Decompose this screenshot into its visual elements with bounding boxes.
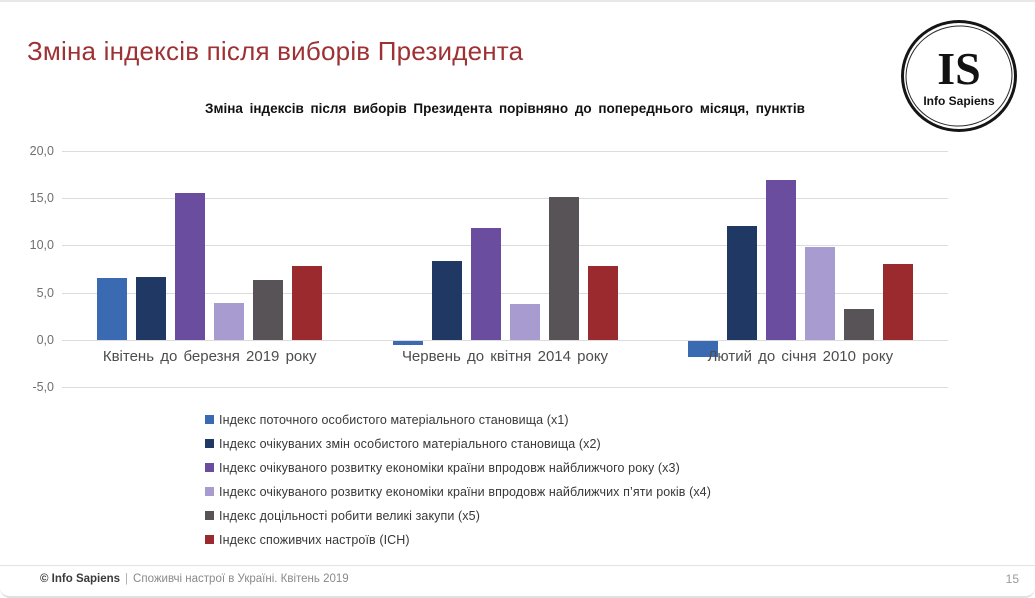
category-label: Лютий до січня 2010 року [707,347,894,365]
legend-swatch-icon [205,463,214,472]
y-axis-tick-label: 0,0 [36,332,54,347]
bar-series5-group1 [253,280,284,340]
gridline [62,339,948,341]
chart-legend: Індекс поточного особистого матеріальног… [205,408,711,552]
y-axis-tick-label: 15,0 [29,191,54,206]
bar-chart: Квітень до березня 2019 року Червень до к… [0,144,1035,411]
bar-series2-group3 [726,225,757,340]
legend-item: Індекс очікуваного розвитку економіки кр… [205,456,711,480]
legend-label: Індекс очікуваних змін особистого матері… [219,437,601,451]
gridline [62,151,948,152]
bar-series3-group1 [175,193,206,340]
bar-series6-group2 [587,266,618,340]
bar-series4-group1 [214,302,245,340]
legend-swatch-icon [205,439,214,448]
legend-swatch-icon [205,487,214,496]
footer-text: Споживчі настрої в Україні. Квітень 2019 [133,573,349,585]
legend-label: Індекс очікуваного розвитку економіки кр… [219,485,711,499]
legend-swatch-icon [205,535,214,544]
y-axis-tick-label: 10,0 [29,238,54,253]
bar-series2-group1 [136,276,167,340]
bar-series5-group3 [843,308,874,340]
category-label: Червень до квітня 2014 року [401,347,609,365]
bar-series2-group2 [431,261,462,340]
footer: © Info Sapiens | Споживчі настрої в Укра… [40,572,1019,586]
footer-divider [0,565,1035,566]
gridline [62,292,948,294]
legend-label: Індекс очікуваного розвитку економіки кр… [219,461,680,475]
bar-group [392,151,618,387]
legend-swatch-icon [205,511,214,520]
legend-item: Індекс доцільності робити великі закупи … [205,504,711,528]
bar-series1-group1 [97,278,128,340]
legend-item: Індекс споживчих настроїв (ІСН) [205,528,711,552]
logo-circle-icon: IS Info Sapiens [901,20,1017,132]
bar-series6-group1 [292,266,323,340]
legend-label: Індекс поточного особистого матеріальног… [219,413,569,427]
info-sapiens-logo: IS Info Sapiens [897,16,1021,136]
footer-separator: | [125,573,129,585]
y-axis-tick-label: 20,0 [29,144,54,158]
chart-title: Зміна індексів після виборів Президента … [205,101,805,116]
legend-label: Індекс споживчих настроїв (ІСН) [219,533,410,547]
bar-series6-group3 [882,264,913,340]
bar-series5-group2 [548,197,579,340]
legend-label: Індекс доцільності робити великі закупи … [219,509,480,523]
bar-series1-group3 [687,340,718,357]
category-label: Квітень до березня 2019 року [102,347,317,365]
bar-series3-group3 [765,180,796,340]
legend-item: Індекс очікуваного розвитку економіки кр… [205,480,711,504]
logo-initials: IS [937,43,981,94]
y-axis-tick-label: 5,0 [36,285,54,300]
legend-item: Індекс поточного особистого матеріальног… [205,408,711,432]
legend-item: Індекс очікуваних змін особистого матері… [205,432,711,456]
bar-series4-group3 [804,247,835,340]
bar-series1-group2 [392,340,423,345]
plot-area: Квітень до березня 2019 року Червень до к… [62,151,948,388]
legend-swatch-icon [205,415,214,424]
bar-series4-group2 [509,303,540,340]
gridline [62,245,948,247]
bar-group [687,151,913,387]
footer-brand: © Info Sapiens [40,573,121,585]
y-axis-tick-label: -5,0 [32,380,54,394]
gridline [62,387,948,388]
bar-group [97,151,323,387]
bar-series3-group2 [470,228,501,340]
page-number: 15 [1005,572,1019,586]
page-title: Зміна індексів після виборів Президента [27,36,524,66]
gridline [62,198,948,200]
